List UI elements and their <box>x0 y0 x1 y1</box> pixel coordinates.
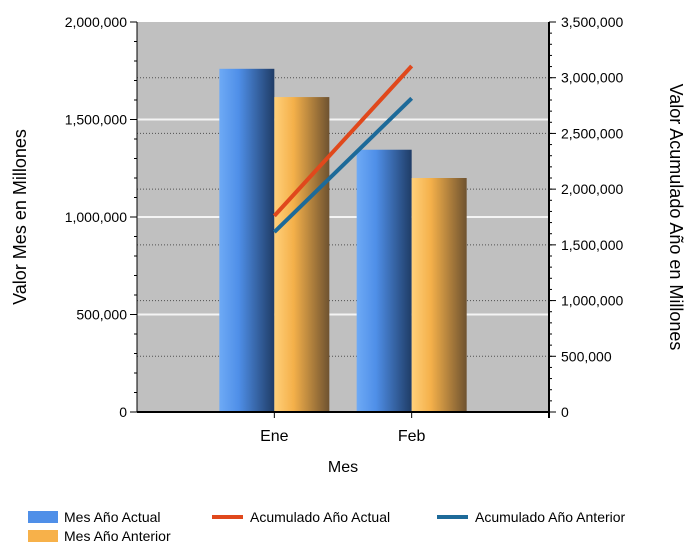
line-acumulado-ano-anterior <box>272 96 414 234</box>
legend-label-mes-anio-actual: Mes Año Actual <box>64 509 161 525</box>
legend-item-mes-anio-actual[interactable]: Mes Año Actual <box>28 509 161 525</box>
y-tick-label-0: 0 <box>119 404 127 420</box>
legend-item-acumulado-anio-anterior[interactable]: Acumulado Año Anterior <box>437 509 626 525</box>
bar-mes-ano-actual-ene <box>219 68 275 413</box>
legend: Mes Año Actual Mes Año Anterior Acumulad… <box>28 509 626 543</box>
legend-label-acumulado-anio-anterior: Acumulado Año Anterior <box>475 509 626 525</box>
legend-swatch-mes-anio-anterior <box>28 530 58 542</box>
legend-item-mes-anio-anterior[interactable]: Mes Año Anterior <box>28 528 171 543</box>
legend-swatch-mes-anio-actual <box>28 511 58 523</box>
axes-layer: 0 500,000 1,000,000 1,500,000 2,000,000 0 500,… <box>65 14 624 445</box>
legend-item-acumulado-anio-actual[interactable]: Acumulado Año Actual <box>212 509 390 525</box>
y2-tick-label-3: 1,500,000 <box>561 237 623 253</box>
bars-layer <box>219 68 467 413</box>
y2-tick-label-2: 1,000,000 <box>561 293 623 309</box>
y-tick-label-3: 1,500,000 <box>65 112 127 128</box>
y2-tick-label-6: 3,000,000 <box>561 70 623 86</box>
y-axis-title: Valor Mes en Millones <box>10 129 30 305</box>
bar-mes-ano-anterior-ene <box>274 97 330 412</box>
lines-layer <box>272 64 414 234</box>
y-tick-label-4: 2,000,000 <box>65 14 127 30</box>
gridlines <box>137 77 549 357</box>
y2-tick-label-1: 500,000 <box>561 348 612 364</box>
line-acumulado-ano-actual <box>272 64 414 218</box>
y-tick-label-2: 1,000,000 <box>65 209 127 225</box>
legend-label-mes-anio-anterior: Mes Año Anterior <box>64 528 171 543</box>
y2-tick-label-5: 2,500,000 <box>561 125 623 141</box>
bar-mes-ano-actual-feb <box>356 149 412 412</box>
x-tick-label-feb: Feb <box>398 428 426 445</box>
x-tick-label-ene: Ene <box>260 428 289 445</box>
y-tick-label-1: 500,000 <box>76 307 127 323</box>
bar-mes-ano-anterior-feb <box>411 178 467 412</box>
y2-axis-title: Valor Acumulado Año en Millones <box>666 84 686 351</box>
legend-label-acumulado-anio-actual: Acumulado Año Actual <box>250 509 390 525</box>
x-axis-title: Mes <box>328 459 358 476</box>
y2-tick-label-7: 3,500,000 <box>561 14 623 30</box>
y2-tick-label-0: 0 <box>561 404 569 420</box>
y2-tick-label-4: 2,000,000 <box>561 181 623 197</box>
